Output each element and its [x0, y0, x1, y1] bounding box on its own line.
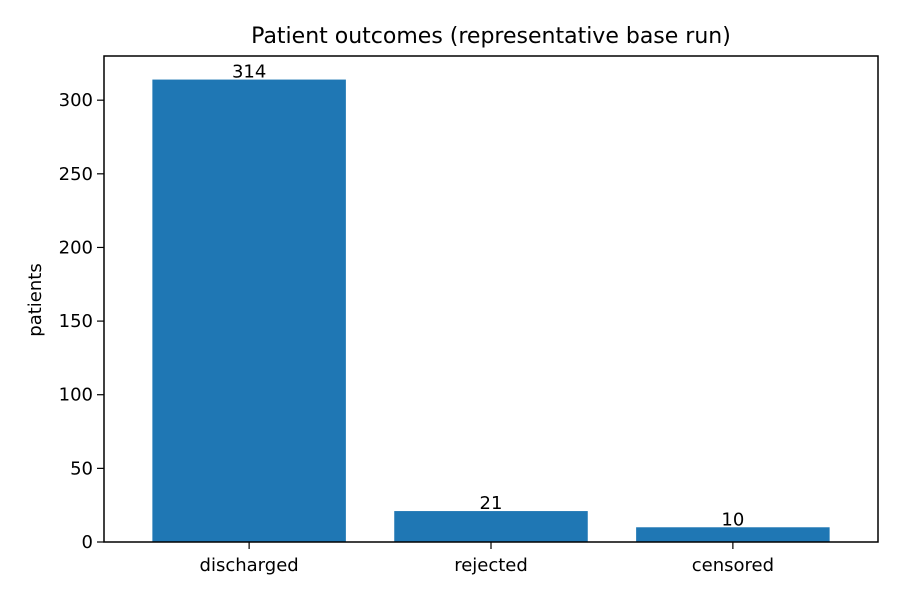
data-label-discharged: 314	[232, 62, 266, 83]
y-tick-label-50: 50	[70, 458, 93, 479]
y-axis-label: patients	[25, 263, 46, 336]
y-tick-label-200: 200	[59, 237, 93, 258]
x-axis-ticks: discharged rejected censored	[200, 542, 774, 576]
y-tick-label-150: 150	[59, 311, 93, 332]
data-label-censored: 10	[721, 509, 744, 530]
data-labels-group: 314 21 10	[232, 62, 744, 531]
y-axis-ticks: 0 50 100 150 200 250 300	[59, 90, 104, 553]
bar-discharged	[152, 79, 346, 543]
y-tick-label-300: 300	[59, 90, 93, 111]
chart-title: Patient outcomes (representative base ru…	[251, 24, 731, 49]
bar-censored	[636, 527, 830, 542]
bar-rejected	[394, 511, 588, 542]
y-tick-label-0: 0	[82, 532, 93, 553]
plot-area-frame	[103, 55, 879, 543]
y-tick-label-100: 100	[59, 385, 93, 406]
x-tick-label-rejected: rejected	[454, 555, 528, 576]
y-tick-label-250: 250	[59, 164, 93, 185]
bars-group	[152, 79, 830, 543]
x-tick-label-censored: censored	[692, 555, 774, 576]
x-tick-label-discharged: discharged	[200, 555, 299, 576]
data-label-rejected: 21	[480, 493, 503, 514]
